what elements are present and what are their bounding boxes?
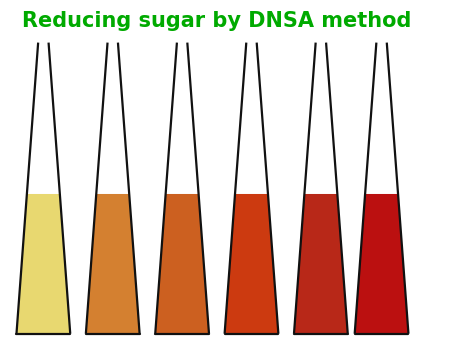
Polygon shape bbox=[355, 194, 409, 334]
Text: Reducing sugar by DNSA method: Reducing sugar by DNSA method bbox=[22, 11, 411, 31]
Polygon shape bbox=[155, 194, 209, 334]
Polygon shape bbox=[86, 194, 140, 334]
Polygon shape bbox=[17, 194, 70, 334]
Polygon shape bbox=[294, 194, 348, 334]
Polygon shape bbox=[225, 194, 278, 334]
